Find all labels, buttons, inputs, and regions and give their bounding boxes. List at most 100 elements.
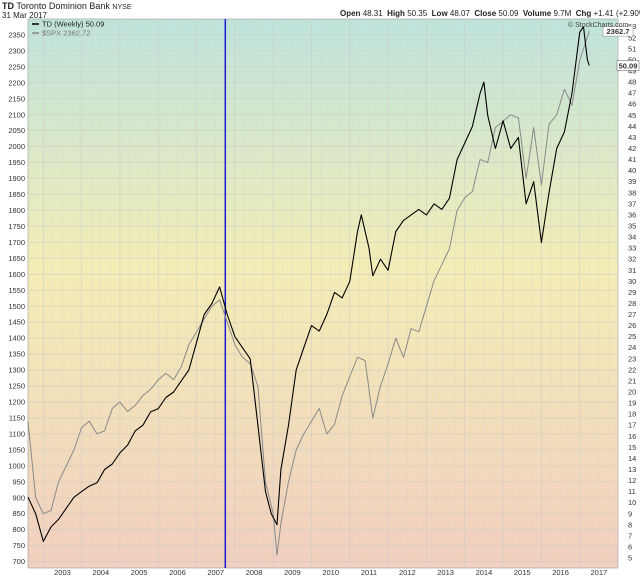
left-tick-label: 2100	[8, 110, 25, 119]
right-axis: 5 6 7 8 9 10 11 12 13 14 15 16 17 18 19 20 21 22 23 24 25 26 2…	[628, 22, 636, 562]
right-tick-label: 24	[628, 343, 636, 352]
x-tick-label: 2009	[284, 568, 301, 576]
right-tick-label: 37	[628, 199, 636, 208]
right-tick-label: 45	[628, 111, 636, 120]
right-tick-label: 35	[628, 221, 636, 230]
right-tick-label: 16	[628, 432, 636, 441]
right-tick-label: 19	[628, 399, 636, 408]
x-tick-label: 2015	[514, 568, 531, 576]
open-value: 48.31	[362, 9, 383, 18]
right-tick-label: 51	[628, 44, 636, 53]
right-tick-label: 11	[628, 487, 636, 496]
right-tick-label: 32	[628, 255, 636, 264]
left-tick-label: 2150	[8, 94, 25, 103]
close-label: Close	[474, 9, 497, 18]
left-tick-label: 1900	[8, 174, 25, 183]
left-tick-label: 2200	[8, 78, 25, 87]
right-tick-label: 12	[628, 476, 636, 485]
x-tick-label: 2007	[207, 568, 224, 576]
left-tick-label: 1400	[8, 334, 25, 343]
left-tick-label: 1050	[8, 445, 25, 454]
right-tick-label: 34	[628, 233, 636, 242]
chart-title: TD Toronto Dominion Bank NYSE	[2, 1, 131, 11]
x-tick-label: 2010	[322, 568, 339, 576]
high-value: 50.35	[407, 9, 428, 18]
left-tick-label: 2050	[8, 126, 25, 135]
right-tick-label: 41	[628, 155, 636, 164]
right-tick-label: 7	[628, 531, 632, 540]
right-tick-label: 39	[628, 177, 636, 186]
right-tick-label: 5	[628, 554, 632, 563]
left-tick-label: 1000	[8, 461, 25, 470]
left-tick-label: 1350	[8, 350, 25, 359]
right-tick-label: 17	[628, 421, 636, 430]
right-tick-label: 52	[628, 33, 636, 42]
chart-date: 31 Mar 2017	[2, 11, 47, 20]
right-tick-label: 40	[628, 166, 636, 175]
last-value-labels: 2362.7 50.09	[602, 25, 640, 71]
right-tick-label: 6	[628, 542, 632, 551]
td-last-value-label: 50.09	[619, 61, 638, 70]
right-tick-label: 30	[628, 277, 636, 286]
left-tick-label: 2000	[8, 142, 25, 151]
x-tick-label: 2012	[399, 568, 416, 576]
right-tick-label: 26	[628, 321, 636, 330]
right-tick-label: 15	[628, 443, 636, 452]
close-value: 50.09	[498, 9, 519, 18]
ohlc-summary: Open 48.31 High 50.35 Low 48.07 Close 50…	[340, 9, 640, 18]
high-label: High	[387, 9, 405, 18]
right-tick-label: 13	[628, 465, 636, 474]
right-tick-label: 47	[628, 89, 636, 98]
td-price-line	[27, 26, 590, 542]
right-tick-label: 33	[628, 244, 636, 253]
left-tick-label: 700	[12, 557, 25, 566]
x-tick-label: 2005	[131, 568, 148, 576]
left-tick-label: 1600	[8, 270, 25, 279]
exchange: NYSE	[112, 4, 132, 11]
x-tick-label: 2013	[437, 568, 454, 576]
right-tick-label: 23	[628, 354, 636, 363]
right-tick-label: 28	[628, 299, 636, 308]
low-label: Low	[431, 9, 448, 18]
left-tick-label: 1200	[8, 398, 25, 407]
td-last-value-box	[616, 60, 640, 71]
right-tick-label: 25	[628, 332, 636, 341]
right-tick-label: 38	[628, 188, 636, 197]
left-tick-label: 1700	[8, 238, 25, 247]
left-axis: 700 750 800 850 900 950 1000 1050 1100 1150 1200 12…	[8, 30, 25, 566]
left-tick-label: 1950	[8, 158, 25, 167]
x-tick-label: 2011	[361, 568, 377, 576]
right-tick-label: 10	[628, 498, 636, 507]
left-tick-label: 1650	[8, 254, 25, 263]
x-tick-label: 2004	[92, 568, 109, 576]
left-tick-label: 1750	[8, 222, 25, 231]
right-tick-label: 14	[628, 454, 636, 463]
right-tick-label: 50	[628, 55, 636, 64]
chg-value: +1.41 (+2.90%)	[593, 9, 640, 18]
right-tick-label: 48	[628, 78, 636, 87]
right-tick-label: 31	[628, 266, 636, 275]
right-tick-label: 8	[628, 520, 632, 529]
left-tick-label: 1150	[9, 413, 25, 422]
left-tick-label: 1500	[8, 302, 25, 311]
legend-label-spx: $SPX 2362.72	[42, 29, 90, 38]
x-tick-label: 2017	[591, 568, 608, 576]
legend: TD (Weekly) 50.09$SPX 2362.72	[32, 20, 104, 38]
left-tick-label: 950	[12, 477, 25, 486]
right-tick-label: 18	[628, 410, 636, 419]
left-tick-label: 1450	[8, 318, 25, 327]
x-tick-label: 2003	[54, 568, 71, 576]
left-tick-label: 2250	[8, 62, 25, 71]
left-tick-label: 1100	[9, 429, 25, 438]
x-tick-label: 2016	[552, 568, 569, 576]
plot-background	[27, 18, 619, 569]
left-tick-label: 750	[12, 541, 25, 550]
open-label: Open	[340, 9, 361, 18]
left-tick-label: 1850	[8, 190, 25, 199]
legend-label-td: TD (Weekly) 50.09	[42, 20, 104, 29]
x-tick-label: 2006	[169, 568, 186, 576]
right-tick-label: 49	[628, 67, 636, 76]
right-tick-label: 36	[628, 210, 636, 219]
